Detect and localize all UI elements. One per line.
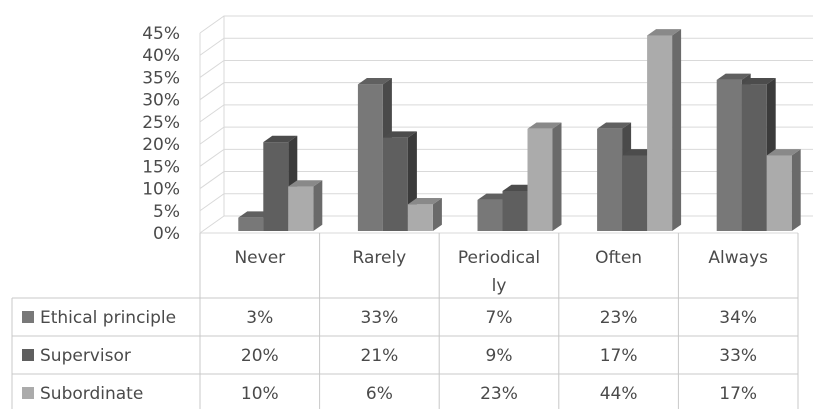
data-label: 9% <box>486 346 513 366</box>
bar-top <box>716 73 751 80</box>
legend-swatch <box>22 311 34 323</box>
y-tick-label: 30% <box>142 91 180 111</box>
y-tick-label: 25% <box>142 113 180 133</box>
bar <box>766 149 801 231</box>
y-tick-label: 0% <box>153 224 180 244</box>
gridline <box>199 37 813 56</box>
data-label: 23% <box>480 384 518 404</box>
bar <box>527 122 562 231</box>
bar-front <box>716 79 742 231</box>
y-axis-ticks: 0%5%10% 15%20%25%30% 35%40%45% <box>142 24 180 244</box>
gridline <box>199 15 813 34</box>
bar-top <box>766 149 801 156</box>
bar-side <box>432 198 442 231</box>
legend-swatch <box>22 387 34 399</box>
bar-front <box>288 186 314 231</box>
bar-side <box>313 180 323 231</box>
data-label: 33% <box>361 308 399 328</box>
category-label: Periodical <box>458 248 540 268</box>
data-label: 17% <box>719 384 757 404</box>
bar <box>647 29 682 232</box>
category-label: Never <box>234 248 285 268</box>
y-tick-label: 40% <box>142 46 180 66</box>
data-label: 23% <box>600 308 638 328</box>
bar-top <box>263 135 298 143</box>
bar-top <box>382 131 417 138</box>
y-tick-label: 10% <box>142 180 180 200</box>
category-label: ly <box>492 276 507 296</box>
bar-top <box>527 122 562 129</box>
bar-top <box>597 122 632 129</box>
bar-top <box>647 29 682 36</box>
y-tick-label: 5% <box>153 202 180 222</box>
data-label: 44% <box>600 384 638 404</box>
data-label: 10% <box>241 384 279 404</box>
bars <box>238 29 801 232</box>
y-tick-label: 15% <box>142 157 180 177</box>
legend-label: Ethical principle <box>40 308 176 328</box>
category-label: Always <box>708 248 768 268</box>
bar-side <box>552 122 562 231</box>
bar-front <box>477 199 503 231</box>
bar-front <box>382 137 408 231</box>
y-tick-label: 20% <box>142 135 180 155</box>
bar <box>407 198 442 231</box>
bar-front <box>741 84 767 231</box>
legend-label: Subordinate <box>40 384 143 404</box>
bar <box>288 180 323 231</box>
bar-front <box>597 128 623 231</box>
category-label: Often <box>595 248 642 268</box>
data-label: 3% <box>246 308 273 328</box>
bar-top <box>288 180 323 187</box>
data-label: 34% <box>719 308 757 328</box>
bar-front <box>502 191 528 231</box>
bar-front <box>622 155 648 231</box>
bar-top <box>407 198 442 205</box>
bar-front <box>357 84 383 231</box>
bar <box>263 135 298 231</box>
data-label: 21% <box>361 346 399 366</box>
bar-front <box>407 204 433 231</box>
bar-front <box>263 142 289 231</box>
data-label: 17% <box>600 346 638 366</box>
category-label: Rarely <box>353 248 407 268</box>
data-label: 33% <box>719 346 757 366</box>
y-tick-label: 35% <box>142 68 180 88</box>
data-table: Never Rarely Periodical ly Often Always Ethica… <box>11 233 799 409</box>
bar-top <box>741 78 776 85</box>
y-tick-label: 45% <box>142 24 180 44</box>
bar-front <box>766 155 792 231</box>
gridlines <box>199 15 813 234</box>
bar-front <box>647 35 673 231</box>
legend-swatch <box>22 349 34 361</box>
bar-front <box>527 128 553 231</box>
bar-front <box>238 217 264 231</box>
legend-label: Supervisor <box>40 346 131 366</box>
data-label: 6% <box>366 384 393 404</box>
gridline <box>199 59 813 78</box>
data-label: 7% <box>486 308 513 328</box>
data-label: 20% <box>241 346 279 366</box>
bar-side <box>791 149 801 231</box>
bar-top <box>357 78 392 85</box>
bar-side <box>672 29 682 232</box>
